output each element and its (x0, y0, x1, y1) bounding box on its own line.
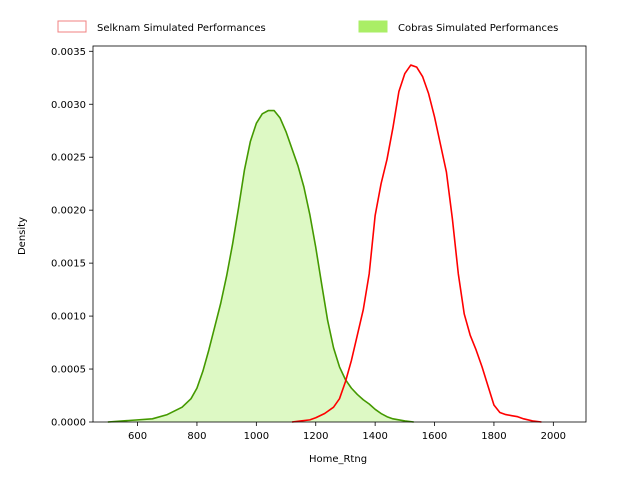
x-tick-label: 1800 (481, 431, 506, 442)
legend: Selknam Simulated Performances Cobras Sim… (57, 20, 558, 34)
y-tick-label: 0.0020 (51, 206, 86, 217)
y-tick-label: 0.0005 (51, 365, 86, 376)
series-area-1 (107, 110, 414, 423)
x-tick-label: 2000 (541, 431, 566, 442)
y-tick-label: 0.0025 (51, 153, 86, 164)
legend-swatch-0 (57, 20, 87, 33)
y-tick-label: 0.0010 (51, 312, 86, 323)
x-tick-label: 1000 (244, 431, 269, 442)
plot-area (92, 45, 587, 423)
plot-frame (92, 45, 587, 423)
y-tick-label: 0.0015 (51, 259, 86, 270)
x-tick-label: 1200 (303, 431, 328, 442)
y-axis-label: Density (17, 217, 28, 255)
legend-label-1: Cobras Simulated Performances (398, 23, 558, 34)
series-line-1 (107, 109, 414, 423)
y-axis: 0.0000 0.0005 0.0010 0.0015 0.0020 0.0025 0.00… (51, 47, 93, 429)
x-tick-label: 800 (187, 431, 206, 442)
x-tick-label: 1600 (422, 431, 447, 442)
x-axis: 600 800 1000 1200 1400 1600 1800 2000 (128, 422, 566, 442)
legend-swatch-1 (358, 20, 388, 33)
x-axis-label: Home_Rtng (309, 454, 367, 465)
legend-label-0: Selknam Simulated Performances (97, 23, 266, 34)
series-line-0 (291, 64, 542, 423)
x-tick-label: 1400 (362, 431, 387, 442)
y-tick-label: 0.0035 (51, 47, 86, 58)
x-tick-label: 600 (128, 431, 147, 442)
y-tick-label: 0.0000 (51, 418, 86, 429)
y-tick-label: 0.0030 (51, 100, 86, 111)
